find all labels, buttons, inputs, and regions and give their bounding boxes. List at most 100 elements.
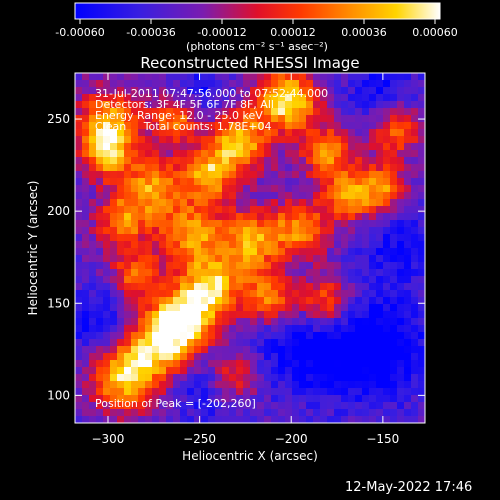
heatmap-cell <box>229 381 237 389</box>
heatmap-cell <box>320 360 328 368</box>
heatmap-cell <box>243 374 251 382</box>
heatmap-cell <box>110 318 118 326</box>
heatmap-cell <box>376 150 384 158</box>
heatmap-cell <box>152 108 160 116</box>
heatmap-cell <box>306 87 314 95</box>
heatmap-cell <box>96 87 104 95</box>
heatmap-cell <box>173 353 181 361</box>
heatmap-cell <box>124 367 132 375</box>
heatmap-cell <box>278 150 286 158</box>
heatmap-cell <box>257 73 265 81</box>
heatmap-cell <box>285 409 293 417</box>
heatmap-cell <box>187 87 195 95</box>
heatmap-cell <box>313 129 321 137</box>
heatmap-cell <box>404 388 412 396</box>
heatmap-cell <box>152 80 160 88</box>
heatmap-cell <box>131 220 139 228</box>
heatmap-cell <box>236 108 244 116</box>
heatmap-cell <box>264 290 272 298</box>
heatmap-cell <box>229 206 237 214</box>
heatmap-cell <box>362 192 370 200</box>
heatmap-cell <box>292 297 300 305</box>
heatmap-cell <box>173 304 181 312</box>
heatmap-cell <box>75 178 83 186</box>
heatmap-cell <box>208 234 216 242</box>
heatmap-cell <box>376 94 384 102</box>
heatmap-cell <box>362 346 370 354</box>
heatmap-cell <box>201 192 209 200</box>
heatmap-cell <box>418 332 425 340</box>
heatmap-cell <box>222 276 230 284</box>
heatmap-cell <box>257 360 265 368</box>
heatmap-cell <box>390 122 398 130</box>
heatmap-cell <box>229 360 237 368</box>
heatmap-cell <box>96 80 104 88</box>
heatmap-cell <box>383 269 391 277</box>
heatmap-cell <box>138 115 146 123</box>
footer-date: 12-May-2022 17:46 <box>345 480 473 495</box>
heatmap-cell <box>173 108 181 116</box>
heatmap-cell <box>222 304 230 312</box>
heatmap-cell <box>103 122 111 130</box>
heatmap-cell <box>103 339 111 347</box>
heatmap-cell <box>222 136 230 144</box>
heatmap-cell <box>278 73 286 81</box>
heatmap-cell <box>117 360 125 368</box>
heatmap-cell <box>117 178 125 186</box>
heatmap-cell <box>138 402 146 410</box>
heatmap-cell <box>236 374 244 382</box>
heatmap-cell <box>173 94 181 102</box>
heatmap-cell <box>96 297 104 305</box>
heatmap-cell <box>411 227 419 235</box>
heatmap-cell <box>327 318 335 326</box>
heatmap-cell <box>215 353 223 361</box>
heatmap-cell <box>250 192 258 200</box>
heatmap-cell <box>292 269 300 277</box>
heatmap-cell <box>215 122 223 130</box>
heatmap-cell <box>124 213 132 221</box>
heatmap-cell <box>355 87 363 95</box>
heatmap-cell <box>404 143 412 151</box>
heatmap-cell <box>320 290 328 298</box>
heatmap-cell <box>82 185 90 193</box>
heatmap-cell <box>397 241 405 249</box>
heatmap-cell <box>334 255 342 263</box>
heatmap-cell <box>271 241 279 249</box>
heatmap-cell <box>411 192 419 200</box>
heatmap-cell <box>292 416 300 423</box>
heatmap-cell <box>355 360 363 368</box>
heatmap-cell <box>215 297 223 305</box>
heatmap-cell <box>180 311 188 319</box>
heatmap-cell <box>369 269 377 277</box>
heatmap-cell <box>271 353 279 361</box>
heatmap-cell <box>264 311 272 319</box>
heatmap-cell <box>173 290 181 298</box>
heatmap-cell <box>243 248 251 256</box>
heatmap-cell <box>285 80 293 88</box>
heatmap-cell <box>145 122 153 130</box>
heatmap-cell <box>285 248 293 256</box>
heatmap-cell <box>383 325 391 333</box>
heatmap-cell <box>222 311 230 319</box>
heatmap-cell <box>180 199 188 207</box>
heatmap-cell <box>299 234 307 242</box>
heatmap-cell <box>257 367 265 375</box>
heatmap-cell <box>166 318 174 326</box>
heatmap-cell <box>313 402 321 410</box>
heatmap-cell <box>313 192 321 200</box>
heatmap-cell <box>103 199 111 207</box>
heatmap-cell <box>327 192 335 200</box>
heatmap-cell <box>124 360 132 368</box>
heatmap-cell <box>397 339 405 347</box>
heatmap-cell <box>390 353 398 361</box>
heatmap-cell <box>243 318 251 326</box>
heatmap-cell <box>257 276 265 284</box>
heatmap-cell <box>418 101 425 109</box>
heatmap-cell <box>124 115 132 123</box>
heatmap-cell <box>187 283 195 291</box>
heatmap-cell <box>348 87 356 95</box>
colorbar-tick-label: 0.00060 <box>412 26 458 39</box>
heatmap-cell <box>208 157 216 165</box>
heatmap-cell <box>285 108 293 116</box>
heatmap-cell <box>236 262 244 270</box>
